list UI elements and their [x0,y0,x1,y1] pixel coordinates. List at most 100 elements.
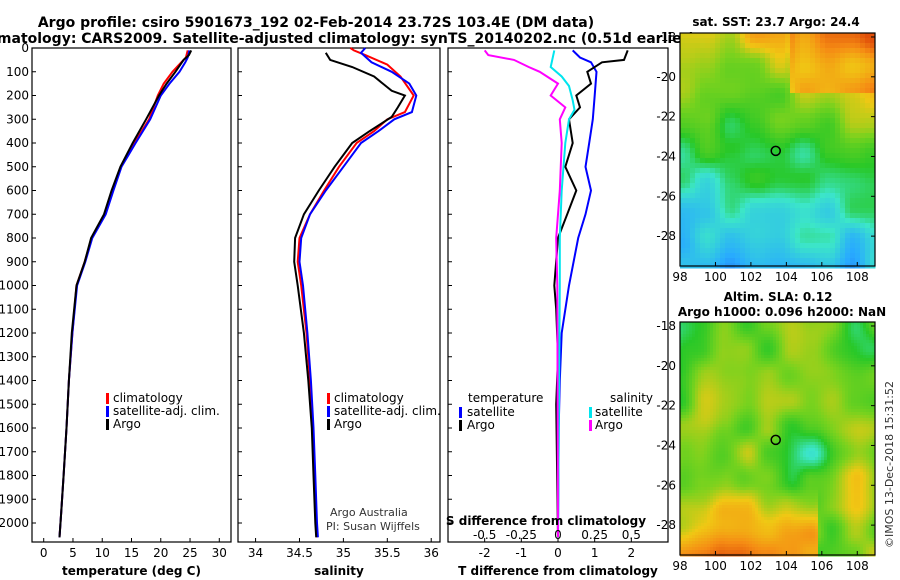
heatmap-cell [731,412,735,416]
heatmap-cell [695,436,699,440]
heatmap-cell [850,228,856,234]
heatmap-cell [700,53,706,59]
heatmap-cell [735,168,741,174]
heatmap-cell [788,337,792,341]
heatmap-cell [760,238,766,244]
heatmap-cell [704,385,708,389]
heatmap-cell [735,138,741,144]
heatmap-cell [820,53,826,59]
heatmap-cell [825,148,831,154]
heatmap-cell [790,193,796,199]
heatmap-cell [758,427,762,431]
heatmap-cell [782,358,786,362]
heatmap-cell [746,412,750,416]
heatmap-cell [827,367,831,371]
heatmap-cell [740,409,744,413]
top-xtick-label: 0.25 [581,528,608,542]
heatmap-cell [755,355,759,359]
heatmap-cell [745,58,751,64]
heatmap-cell [686,439,690,443]
heatmap-cell [767,445,771,449]
heatmap-cell [835,93,841,99]
heatmap-cell [791,361,795,365]
heatmap-cell [690,213,696,219]
heatmap-cell [740,343,744,347]
heatmap-cell [698,343,702,347]
heatmap-cell [812,400,816,404]
heatmap-cell [805,183,811,189]
heatmap-cell [680,457,684,461]
heatmap-cell [746,358,750,362]
heatmap-cell [734,385,738,389]
heatmap-cell [815,93,821,99]
heatmap-cell [825,98,831,104]
heatmap-cell [839,415,843,419]
heatmap-cell [752,454,756,458]
heatmap-cell [855,108,861,114]
heatmap-cell [806,358,810,362]
heatmap-cell [845,346,849,350]
heatmap-cell [785,68,791,74]
heatmap-cell [719,370,723,374]
heatmap-cell [735,228,741,234]
heatmap-cell [750,168,756,174]
heatmap-cell [689,403,693,407]
heatmap-cell [770,379,774,383]
heatmap-cell [854,448,858,452]
heatmap-cell [715,193,721,199]
heatmap-cell [765,43,771,49]
heatmap-cell [730,33,736,39]
heatmap-cell [755,118,761,124]
heatmap-cell [695,355,699,359]
heatmap-cell [680,397,684,401]
heatmap-cell [785,349,789,353]
heatmap-cell [735,133,741,139]
heatmap-cell [731,382,735,386]
heatmap-cell [700,183,706,189]
heatmap-cell [775,68,781,74]
heatmap-cell [830,193,836,199]
heatmap-cell [872,370,876,374]
heatmap-cell [750,183,756,189]
heatmap-cell [760,73,766,79]
heatmap-cell [845,322,849,326]
heatmap-cell [731,400,735,404]
heatmap-cell [749,337,753,341]
heatmap-cell [815,445,819,449]
heatmap-cell [767,454,771,458]
heatmap-cell [704,343,708,347]
heatmap-cell [713,418,717,422]
heatmap-cell [830,427,834,431]
heatmap-cell [872,397,876,401]
heatmap-cell [746,349,750,353]
heatmap-cell [761,457,765,461]
heatmap-cell [707,376,711,380]
heatmap-cell [683,361,687,365]
heatmap-cell [790,253,796,259]
heatmap-cell [865,148,871,154]
heatmap-cell [695,457,699,461]
heatmap-cell [701,373,705,377]
heatmap-cell [779,367,783,371]
heatmap-cell [737,355,741,359]
heatmap-cell [782,439,786,443]
heatmap-cell [710,433,714,437]
heatmap-cell [689,325,693,329]
heatmap-cell [812,355,816,359]
heatmap-cell [782,430,786,434]
heatmap-cell [797,361,801,365]
heatmap-cell [810,158,816,164]
heatmap-cell [825,173,831,179]
heatmap-cell [785,223,791,229]
heatmap-cell [707,406,711,410]
heatmap-cell [731,370,735,374]
heatmap-cell [820,228,826,234]
heatmap-cell [755,148,761,154]
heatmap-cell [779,379,783,383]
heatmap-cell [872,415,876,419]
heatmap-cell [758,448,762,452]
heatmap-cell [865,48,871,54]
heatmap-cell [872,340,876,344]
heatmap-cell [824,370,828,374]
heatmap-cell [715,208,721,214]
